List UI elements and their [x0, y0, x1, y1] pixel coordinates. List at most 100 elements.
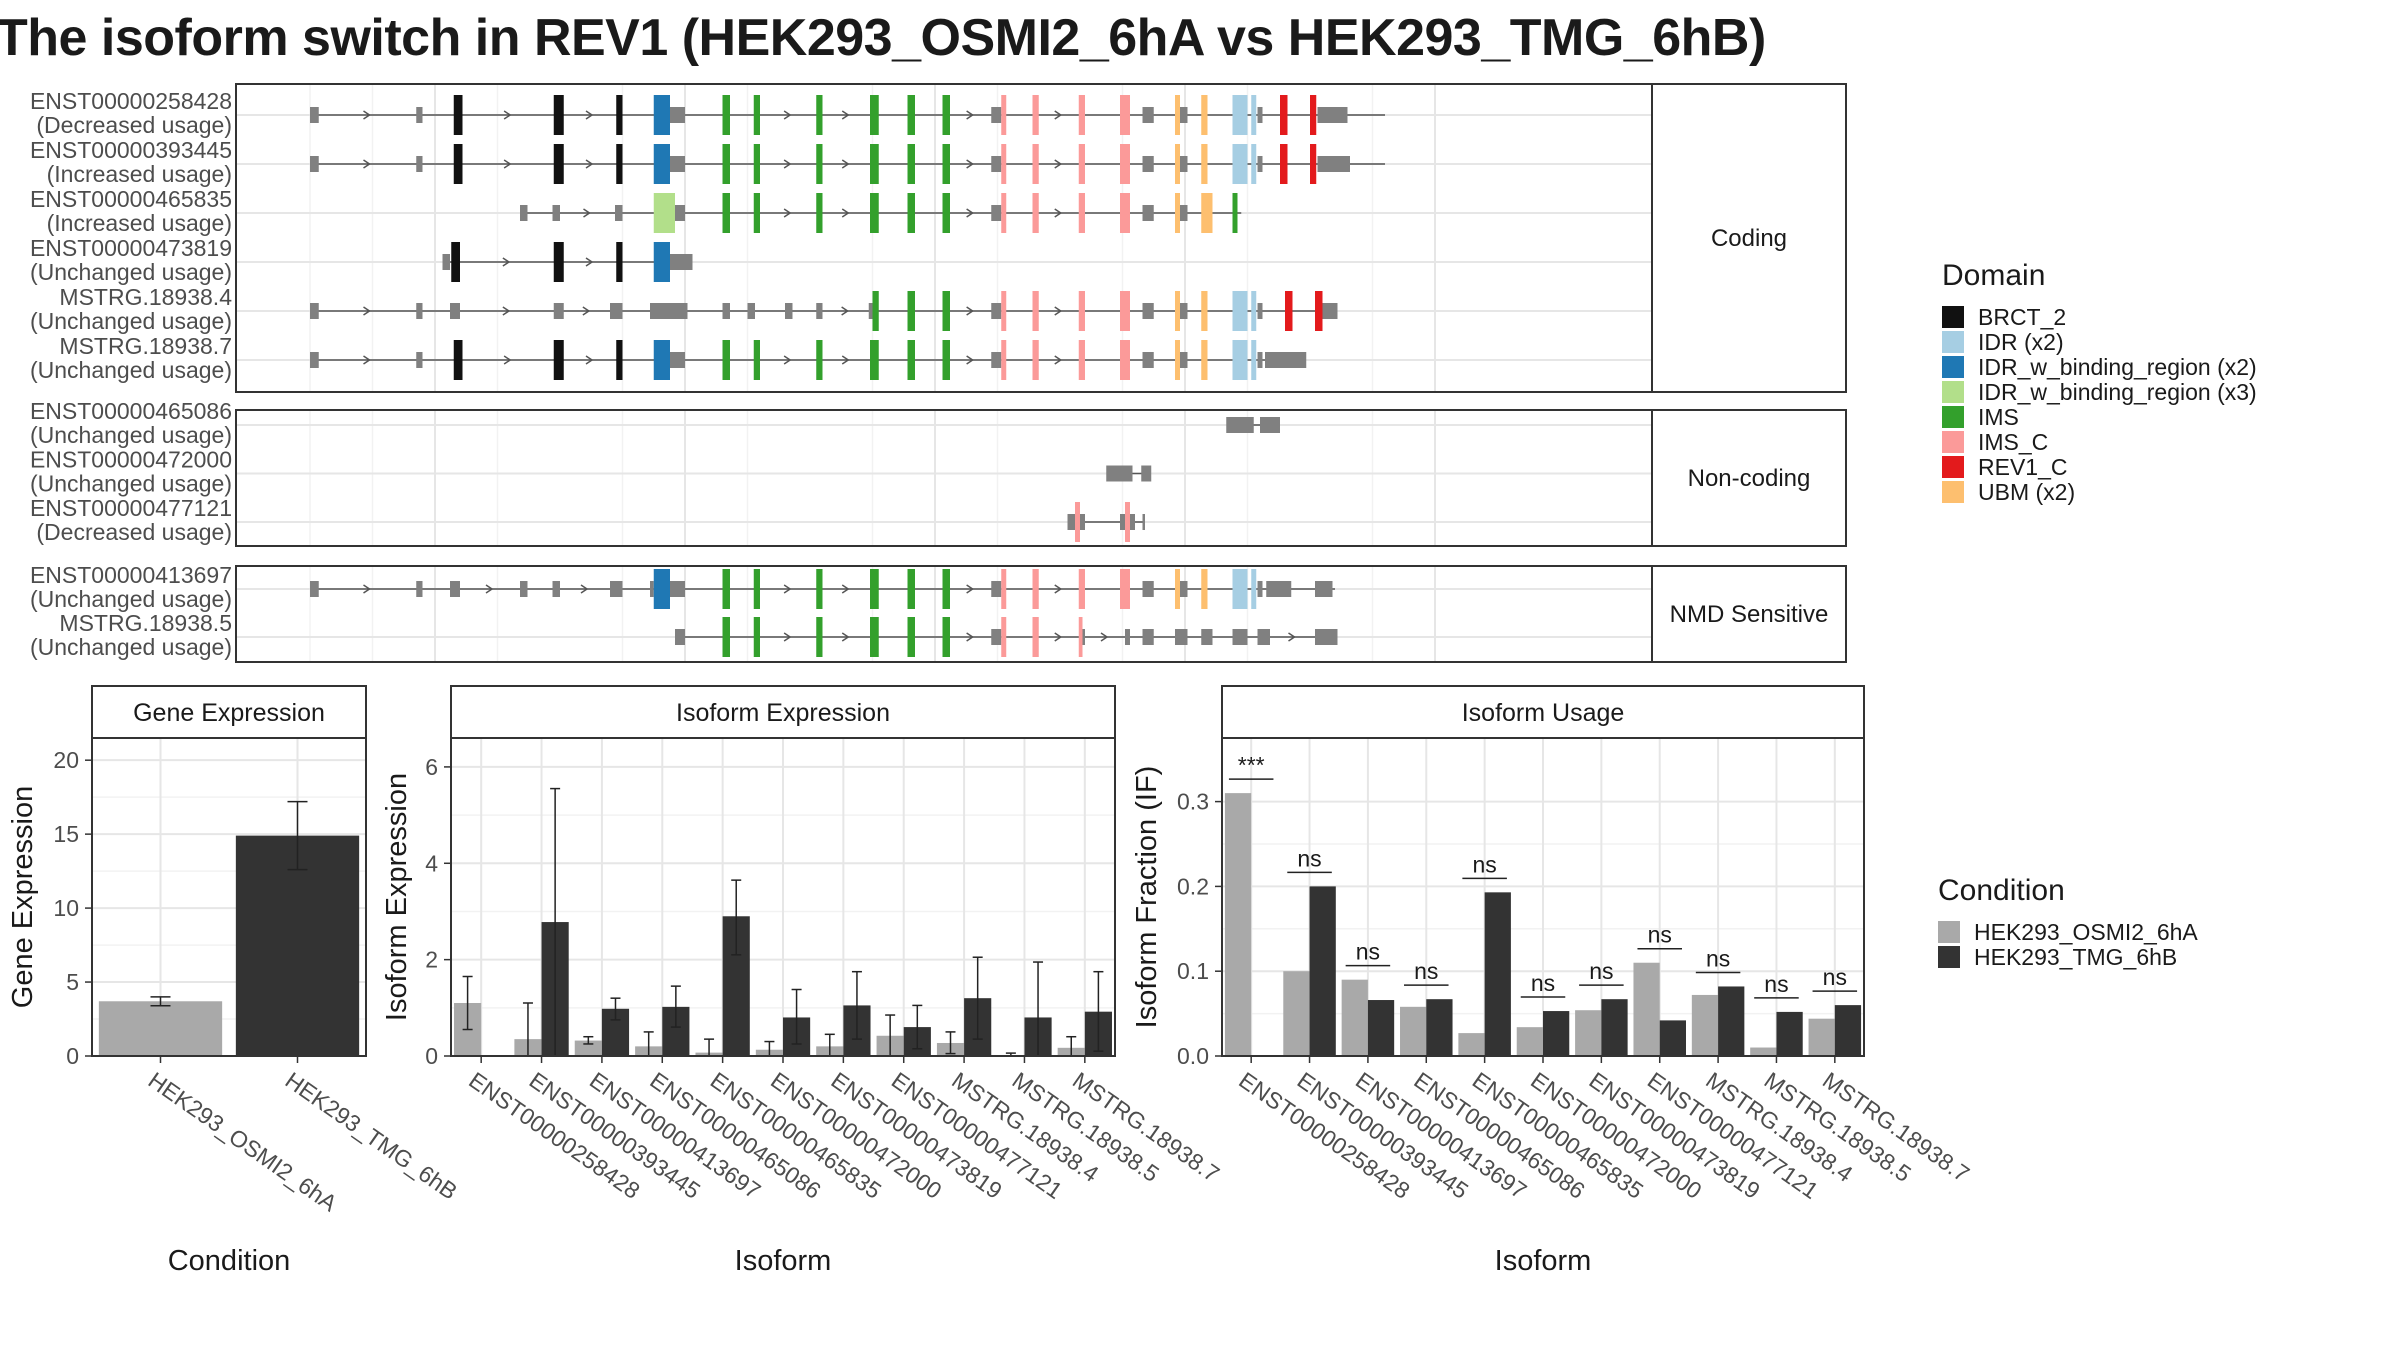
exon-block: [610, 581, 623, 597]
exon-block: [1142, 581, 1154, 597]
main-title: The isoform switch in REV1 (HEK293_OSMI2…: [0, 9, 1766, 67]
bar-MSTRG.18938.5-0: [1750, 1047, 1777, 1056]
legend-swatch: [1942, 481, 1964, 503]
significance-label: ns: [1706, 945, 1730, 971]
exon-block: [1142, 514, 1145, 530]
exon-block: [991, 205, 1002, 221]
exon-block: [615, 205, 623, 221]
domain-block-rev1_c: [1315, 291, 1323, 331]
intron-arrow: [503, 355, 512, 365]
exon-block: [675, 205, 685, 221]
bar-ENST00000477121-1: [1659, 1020, 1686, 1056]
domain-block-ims_c: [1032, 617, 1039, 657]
domain-block-ims: [722, 617, 730, 657]
exon-block: [868, 303, 873, 319]
domain-block-ims: [942, 144, 950, 184]
intron-arrow: [1054, 632, 1063, 642]
exon-block: [450, 581, 460, 597]
exon-block: [1315, 581, 1333, 597]
intron-arrow: [841, 584, 850, 594]
transcript-usage: (Unchanged usage): [30, 586, 232, 612]
domain-block-ubm: [1201, 340, 1208, 380]
domain-block-ims_c: [1078, 340, 1085, 380]
transcript-ENST00000393445: ENST00000393445(Increased usage): [30, 137, 1385, 187]
exon-block: [991, 629, 1002, 645]
bar-MSTRG.18938.7-0: [1808, 1018, 1835, 1056]
y-tick-label: 20: [53, 747, 79, 773]
domain-block-ims: [870, 569, 879, 609]
legend-label: HEK293_TMG_6hB: [1974, 944, 2177, 970]
domain-block-rev1_c: [1280, 95, 1288, 135]
transcript-ENST00000465835: ENST00000465835(Increased usage): [30, 186, 1242, 236]
transcript-usage: (Increased usage): [47, 161, 232, 187]
intron-arrow: [585, 159, 594, 169]
domain-block-ims_c: [1120, 340, 1130, 380]
intron-arrow: [1054, 159, 1063, 169]
intron-arrow: [582, 306, 591, 316]
transcript-id: ENST00000465086: [30, 398, 232, 424]
domain-block-ims: [753, 340, 760, 380]
bar-ENST00000393445-0: [1283, 971, 1310, 1056]
y-tick-label: 6: [425, 754, 438, 780]
bar-ENST00000413697-0: [1341, 979, 1368, 1056]
exon-block: [552, 205, 560, 221]
domain-block-ims: [816, 340, 823, 380]
transcript-ENST00000472000: ENST00000472000(Unchanged usage): [30, 447, 1152, 497]
domain-block-ims_c: [1001, 95, 1007, 135]
domain-block-ims_c: [1032, 144, 1039, 184]
legend-label: IDR (x2): [1978, 329, 2064, 355]
bar-ENST00000473819-0: [1575, 1010, 1602, 1056]
chart-isoform-usage: *** ns ns ns ns ns ns ns ns ns ns Isoform Usage 0.0 0…: [1131, 685, 1974, 1277]
legend-label: REV1_C: [1978, 454, 2067, 480]
bar-ENST00000413697-1: [1367, 1000, 1395, 1056]
exon-block: [520, 205, 528, 221]
legend-label: UBM (x2): [1978, 479, 2075, 505]
domain-block-ims_c: [1078, 569, 1085, 609]
domain-block-ims: [942, 95, 950, 135]
exon-block: [1130, 514, 1135, 530]
y-tick-label: 0: [425, 1043, 438, 1069]
facet-strip: [91, 685, 367, 739]
domain-block-ims: [942, 617, 950, 657]
intron-arrow: [363, 355, 371, 365]
y-tick-label: 15: [53, 821, 79, 847]
legend-label: IMS_C: [1978, 429, 2048, 455]
significance-label: ns: [1531, 970, 1555, 996]
transcript-id: ENST00000477121: [30, 495, 232, 521]
intron-arrow: [503, 159, 512, 169]
intron-arrow: [1054, 355, 1063, 365]
legend-swatch: [1942, 381, 1964, 403]
domain-block-ims: [907, 291, 915, 331]
domain-block-ims: [722, 95, 730, 135]
exon-block: [1125, 629, 1130, 645]
transcript-id: MSTRG.18938.5: [59, 610, 232, 636]
domain-block-idr: [1232, 95, 1248, 135]
exon-block: [1257, 107, 1263, 123]
exon-block: [722, 303, 730, 319]
domain-block-idr: [1232, 569, 1248, 609]
significance-label: ns: [1823, 964, 1847, 990]
exon-block: [450, 303, 460, 319]
domain-block-ubm: [1201, 569, 1208, 609]
y-tick-label: 10: [53, 895, 79, 921]
intron-arrow: [502, 257, 511, 267]
domain-block-ims: [907, 144, 915, 184]
intron-arrow: [966, 584, 974, 594]
exon-block: [1180, 107, 1188, 123]
transcript-usage: (Unchanged usage): [30, 357, 232, 383]
bar-ENST00000465835-1: [1484, 892, 1511, 1056]
domain-block-ims: [1232, 193, 1238, 233]
domain-block-ubm: [1175, 569, 1180, 609]
condition-legend-title: Condition: [1938, 874, 2065, 907]
domain-block-idr_w_binding_region: [653, 95, 670, 135]
exon-block: [785, 303, 793, 319]
significance-label: ns: [1414, 958, 1438, 984]
transcript-id: MSTRG.18938.4: [59, 284, 232, 310]
domain-block-ubm: [1175, 144, 1180, 184]
exon-block: [991, 107, 1002, 123]
domain-block-idr: [1232, 291, 1248, 331]
intron-arrow: [1054, 208, 1063, 218]
